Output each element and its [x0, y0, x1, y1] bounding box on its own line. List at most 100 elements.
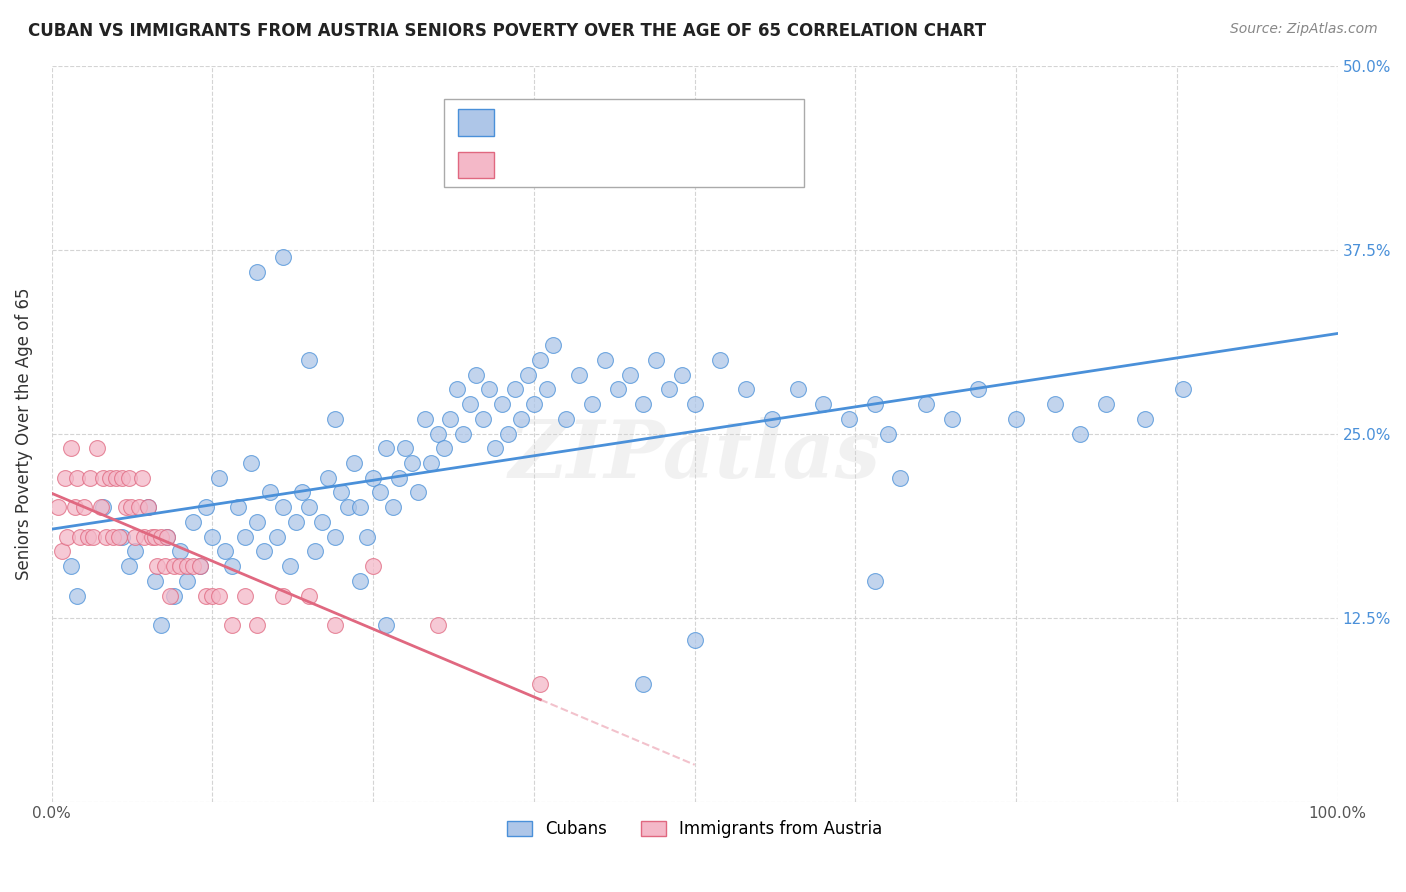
Point — [285, 515, 308, 529]
Point — [103, 530, 125, 544]
Point — [240, 456, 263, 470]
Point — [56, 530, 79, 544]
Point — [1133, 412, 1156, 426]
Point — [136, 500, 159, 515]
Point — [478, 383, 501, 397]
Point — [941, 412, 963, 426]
Point — [709, 353, 731, 368]
Point — [361, 559, 384, 574]
Point — [124, 544, 146, 558]
Point — [581, 397, 603, 411]
Point — [153, 559, 176, 574]
Point — [356, 530, 378, 544]
Point — [246, 618, 269, 632]
Point — [107, 530, 129, 544]
Point — [111, 471, 134, 485]
Point — [343, 456, 366, 470]
Point — [510, 412, 533, 426]
Point — [115, 500, 138, 515]
Point — [658, 383, 681, 397]
Point — [426, 426, 449, 441]
Point — [121, 500, 143, 515]
Point — [271, 589, 294, 603]
Point — [966, 383, 988, 397]
Point — [156, 530, 179, 544]
Text: Source: ZipAtlas.com: Source: ZipAtlas.com — [1230, 22, 1378, 37]
Point — [1173, 383, 1195, 397]
Point — [330, 485, 353, 500]
Point — [1069, 426, 1091, 441]
Point — [86, 442, 108, 456]
Point — [619, 368, 641, 382]
Point — [683, 397, 706, 411]
Point — [683, 632, 706, 647]
Point — [76, 530, 98, 544]
Point — [66, 589, 89, 603]
Point — [143, 530, 166, 544]
Point — [150, 530, 173, 544]
Point — [141, 530, 163, 544]
Legend: Cubans, Immigrants from Austria: Cubans, Immigrants from Austria — [501, 814, 889, 845]
Point — [201, 589, 224, 603]
Point — [863, 397, 886, 411]
Point — [298, 500, 321, 515]
Point — [375, 618, 398, 632]
Point — [876, 426, 898, 441]
Point — [735, 383, 758, 397]
Point — [221, 559, 243, 574]
Point — [863, 574, 886, 588]
Point — [134, 530, 156, 544]
Point — [73, 500, 96, 515]
Point — [66, 471, 89, 485]
Point — [645, 353, 668, 368]
Point — [813, 397, 835, 411]
Point — [484, 442, 506, 456]
Point — [529, 677, 551, 691]
Point — [388, 471, 411, 485]
Point — [465, 368, 488, 382]
Point — [529, 353, 551, 368]
Point — [111, 530, 134, 544]
Point — [451, 426, 474, 441]
Point — [195, 500, 218, 515]
Point — [94, 530, 117, 544]
Point — [188, 559, 211, 574]
Point — [458, 397, 481, 411]
Point — [60, 559, 83, 574]
Point — [156, 530, 179, 544]
Text: CUBAN VS IMMIGRANTS FROM AUSTRIA SENIORS POVERTY OVER THE AGE OF 65 CORRELATION : CUBAN VS IMMIGRANTS FROM AUSTRIA SENIORS… — [28, 22, 986, 40]
Point — [671, 368, 693, 382]
Point — [278, 559, 301, 574]
Point — [1005, 412, 1028, 426]
Point — [471, 412, 494, 426]
Point — [176, 574, 198, 588]
Point — [336, 500, 359, 515]
Point — [143, 574, 166, 588]
Y-axis label: Seniors Poverty Over the Age of 65: Seniors Poverty Over the Age of 65 — [15, 287, 32, 580]
Point — [536, 383, 558, 397]
Point — [568, 368, 591, 382]
Point — [63, 500, 86, 515]
Point — [503, 383, 526, 397]
Point — [246, 265, 269, 279]
Point — [90, 500, 112, 515]
Point — [79, 471, 101, 485]
Point — [53, 471, 76, 485]
Point — [169, 559, 191, 574]
Point — [259, 485, 281, 500]
Point — [316, 471, 339, 485]
Point — [394, 442, 416, 456]
Point — [439, 412, 461, 426]
Point — [128, 500, 150, 515]
Point — [221, 618, 243, 632]
Point — [446, 383, 468, 397]
Text: ZIPatlas: ZIPatlas — [509, 417, 880, 494]
Point — [208, 471, 231, 485]
Point — [496, 426, 519, 441]
Point — [523, 397, 546, 411]
Point — [633, 397, 655, 411]
Point — [195, 589, 218, 603]
Point — [118, 471, 141, 485]
Point — [298, 589, 321, 603]
Point — [105, 471, 128, 485]
